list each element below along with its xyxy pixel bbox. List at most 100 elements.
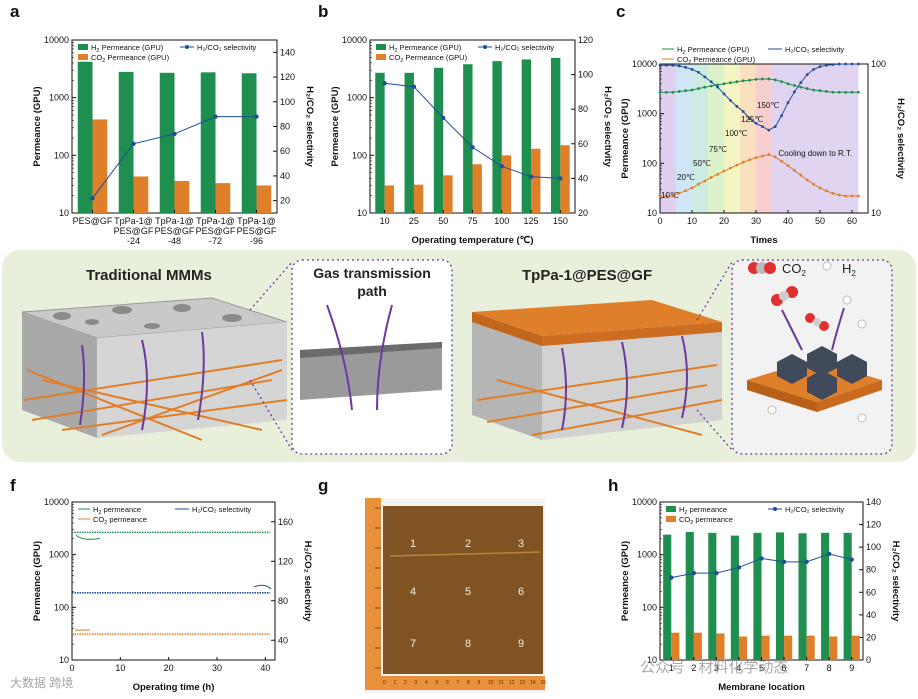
gas-path-title-2: path: [357, 283, 387, 299]
b-xtick-label: 50: [438, 216, 448, 226]
h-point-selectivity: [849, 557, 854, 562]
chart-h: 10 100 1000 10000 0 20 40 60 80 100 120 140 Permeanc…: [620, 497, 901, 693]
a-xtick-label: -96: [250, 236, 263, 246]
schematic-panel: Traditional MMMs Gas transmission path T…: [2, 250, 916, 462]
h-ytick-label: 100: [642, 602, 657, 612]
c-xtick-label: 40: [783, 216, 793, 226]
ruler-tick-label: 3: [414, 680, 418, 686]
c-legend-h2: H2 Permeance (GPU): [677, 45, 750, 56]
h-bar-co2: [784, 635, 793, 660]
c-point-co2: [671, 194, 675, 198]
membrane-region-number: 1: [410, 538, 417, 550]
ruler-tick-label: 12: [509, 680, 515, 686]
h-legend-sel-marker: [773, 507, 777, 511]
b-y2tick-label: 40: [578, 173, 588, 183]
h-bar-co2: [829, 636, 838, 660]
c-point-sel: [793, 90, 796, 94]
f-axes-frame: [71, 501, 276, 661]
tppa-membrane-title: TpPa-1@PES@GF: [522, 267, 652, 284]
h-y2tick-label: 40: [866, 610, 876, 620]
traditional-mmm-title: Traditional MMMs: [86, 267, 212, 284]
h-xlabel: Membrane location: [718, 682, 805, 693]
ruler-tick-label: 5: [435, 680, 439, 686]
c-point-sel: [716, 85, 719, 89]
c-point-sel: [697, 70, 700, 74]
h-xtick-label: 6: [782, 663, 787, 673]
a-xtick-label: TpPa-1@: [237, 216, 276, 226]
c-point-h2: [729, 81, 732, 85]
c-point-co2: [741, 160, 745, 164]
a-ytick-label: 1000: [49, 93, 69, 103]
c-xtick-label: 20: [719, 216, 729, 226]
a-xtick-label: TpPa-1@: [114, 216, 153, 226]
h-bar-h2: [753, 532, 762, 660]
b-legend-h2: H2 Permeance (GPU): [389, 43, 462, 54]
c-xtick-label: 50: [815, 216, 825, 226]
c-point-h2: [799, 85, 803, 89]
h-point-selectivity: [669, 575, 674, 580]
a-xtick-label: -48: [168, 236, 181, 246]
ruler-tick-label: 13: [519, 680, 526, 686]
h2-legend-icon: [822, 261, 832, 271]
c-ytick-label: 10: [647, 208, 657, 218]
c-point-co2: [709, 176, 713, 179]
b-bar-co2: [531, 148, 541, 213]
a-y2tick-label: 120: [280, 72, 295, 82]
ruler-tick-label: 8: [467, 680, 470, 686]
c-xtick-label: 30: [751, 216, 761, 226]
c-band: [660, 64, 676, 213]
h-y2tick-label: 140: [866, 497, 881, 507]
c-point-co2: [812, 182, 815, 186]
a-legend-co2: CO2 Permeance (GPU): [91, 53, 170, 64]
c-point-h2: [831, 90, 835, 94]
h-legend-co2-swatch: [666, 516, 676, 522]
h-ytick-label: 10: [647, 655, 657, 665]
a-point-selectivity: [254, 114, 259, 119]
zoom-lines-left: [249, 261, 293, 451]
c-band: [756, 64, 772, 213]
f-xtick-label: 30: [212, 663, 222, 673]
h-point-selectivity: [759, 556, 764, 561]
b-xtick-label: 75: [467, 216, 477, 226]
c-point-sel: [761, 125, 764, 129]
b-bar-co2: [560, 145, 570, 213]
c-band: [772, 64, 859, 213]
b-bar-co2: [443, 175, 453, 213]
a-xtick-label: TpPa-1@: [196, 216, 235, 226]
a-ylabel: Permeance (GPU): [32, 86, 43, 166]
c-point-co2: [735, 163, 739, 167]
b-bar-h2: [375, 72, 385, 213]
a-bar-h2: [200, 72, 216, 213]
f-xtick-label: 40: [260, 663, 270, 673]
h-xtick-label: 3: [714, 663, 719, 673]
h-ytick-label: 1000: [637, 550, 657, 560]
b-ylabel: Permeance (GPU): [330, 86, 341, 166]
c-point-co2: [850, 194, 854, 198]
h2-legend-label: H2: [842, 261, 856, 278]
h-xtick-label: 5: [759, 663, 764, 673]
c-point-co2: [767, 153, 771, 156]
h-point-selectivity: [736, 565, 742, 570]
a-bar-co2: [92, 119, 108, 213]
h-bar-h2: [843, 532, 852, 660]
c-point-sel: [844, 62, 847, 66]
c-y2tick-label: 10: [871, 208, 881, 218]
c-point-sel: [703, 75, 707, 79]
h-y2tick-label: 20: [866, 632, 876, 642]
c-point-sel: [658, 63, 662, 67]
f-legend-h2: H2 permeance: [93, 505, 141, 516]
b-xtick-label: 100: [494, 216, 509, 226]
h-bar-co2: [671, 632, 680, 660]
a-xtick-label: PES@GF: [155, 226, 195, 236]
h-bar-co2: [716, 633, 725, 660]
a-legend-h2-swatch: [78, 44, 88, 50]
b-point-selectivity: [382, 81, 387, 86]
c-point-sel: [722, 92, 726, 96]
c-point-sel: [780, 114, 783, 118]
c-band: [708, 64, 724, 213]
f-ylabel: Permeance (GPU): [32, 541, 43, 621]
c-point-sel: [729, 98, 732, 102]
f-y2label: H₂/CO₂ selectivity: [302, 541, 313, 622]
c-point-sel: [831, 63, 835, 67]
ruler-tick-label: 10: [488, 680, 494, 686]
